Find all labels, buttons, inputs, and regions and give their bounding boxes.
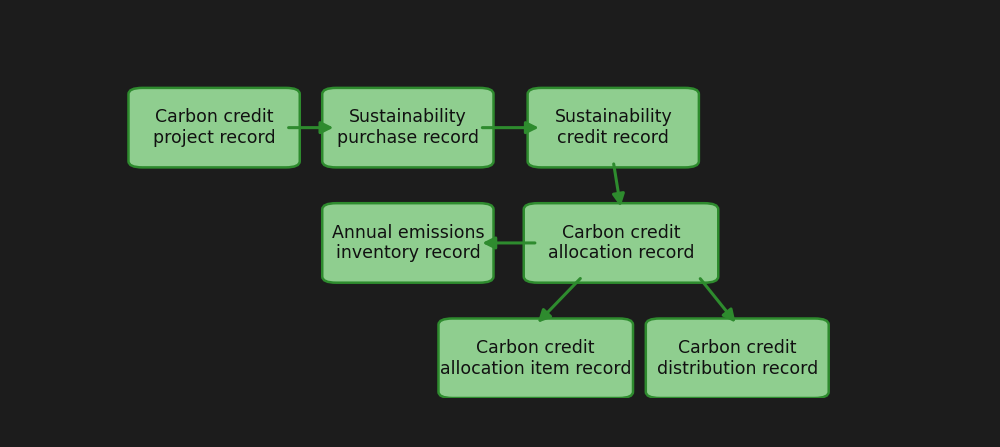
FancyBboxPatch shape: [128, 88, 300, 167]
Text: Sustainability
credit record: Sustainability credit record: [554, 108, 672, 147]
Text: Sustainability
purchase record: Sustainability purchase record: [337, 108, 479, 147]
FancyBboxPatch shape: [524, 203, 718, 283]
FancyBboxPatch shape: [646, 319, 829, 398]
FancyBboxPatch shape: [322, 88, 494, 167]
Text: Carbon credit
project record: Carbon credit project record: [153, 108, 275, 147]
Text: Carbon credit
distribution record: Carbon credit distribution record: [657, 339, 818, 378]
Text: Carbon credit
allocation item record: Carbon credit allocation item record: [440, 339, 632, 378]
Text: Annual emissions
inventory record: Annual emissions inventory record: [332, 224, 484, 262]
FancyBboxPatch shape: [322, 203, 494, 283]
FancyBboxPatch shape: [438, 319, 633, 398]
FancyBboxPatch shape: [528, 88, 699, 167]
Text: Carbon credit
allocation record: Carbon credit allocation record: [548, 224, 694, 262]
